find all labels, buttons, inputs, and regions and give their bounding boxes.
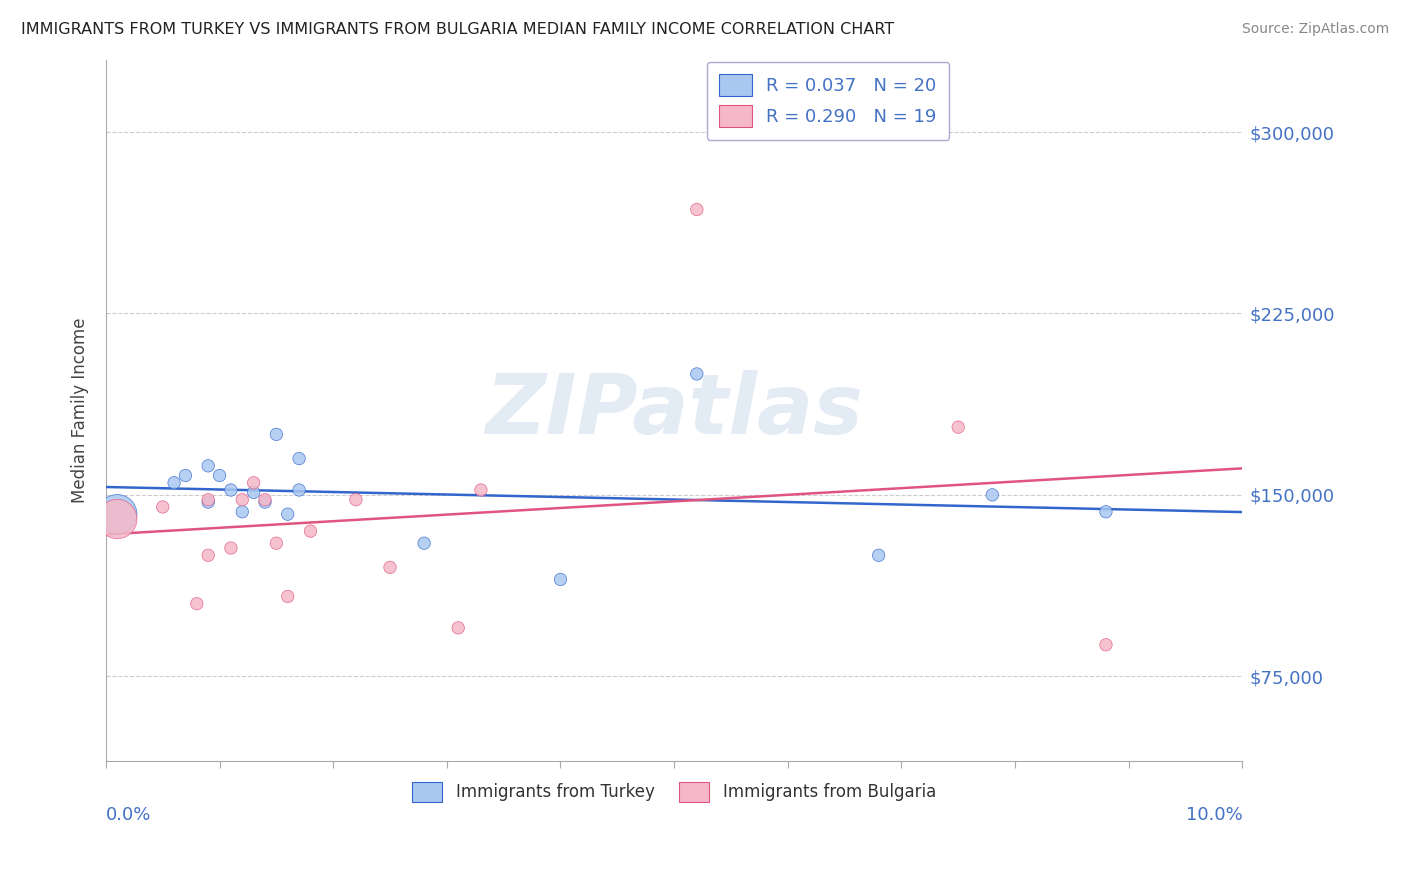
Point bbox=[105, 507, 128, 521]
Point bbox=[277, 507, 299, 521]
Point bbox=[231, 505, 253, 519]
Y-axis label: Median Family Income: Median Family Income bbox=[72, 318, 89, 503]
Text: IMMIGRANTS FROM TURKEY VS IMMIGRANTS FROM BULGARIA MEDIAN FAMILY INCOME CORRELAT: IMMIGRANTS FROM TURKEY VS IMMIGRANTS FRO… bbox=[21, 22, 894, 37]
Point bbox=[186, 597, 208, 611]
Point bbox=[219, 541, 242, 555]
Point bbox=[1095, 505, 1118, 519]
Point bbox=[163, 475, 186, 490]
Point bbox=[197, 495, 219, 509]
Point bbox=[197, 458, 219, 473]
Point bbox=[266, 427, 288, 442]
Point bbox=[981, 488, 1004, 502]
Point bbox=[253, 495, 276, 509]
Text: ZIPatlas: ZIPatlas bbox=[485, 369, 863, 450]
Point bbox=[105, 512, 128, 526]
Point bbox=[299, 524, 322, 538]
Legend: Immigrants from Turkey, Immigrants from Bulgaria: Immigrants from Turkey, Immigrants from … bbox=[405, 775, 942, 809]
Point bbox=[686, 202, 709, 217]
Point bbox=[242, 485, 264, 500]
Point bbox=[219, 483, 242, 497]
Point bbox=[197, 492, 219, 507]
Point bbox=[231, 492, 253, 507]
Text: 0.0%: 0.0% bbox=[105, 806, 152, 824]
Text: 10.0%: 10.0% bbox=[1185, 806, 1243, 824]
Point bbox=[1095, 638, 1118, 652]
Point bbox=[152, 500, 174, 514]
Point bbox=[288, 483, 311, 497]
Point bbox=[197, 549, 219, 563]
Point bbox=[413, 536, 436, 550]
Point bbox=[344, 492, 367, 507]
Point bbox=[447, 621, 470, 635]
Point bbox=[948, 420, 970, 434]
Point bbox=[288, 451, 311, 466]
Point bbox=[550, 573, 572, 587]
Point bbox=[470, 483, 492, 497]
Point bbox=[277, 590, 299, 604]
Point bbox=[378, 560, 401, 574]
Point bbox=[253, 492, 276, 507]
Point bbox=[174, 468, 197, 483]
Text: Source: ZipAtlas.com: Source: ZipAtlas.com bbox=[1241, 22, 1389, 37]
Point bbox=[242, 475, 264, 490]
Point bbox=[266, 536, 288, 550]
Point bbox=[686, 367, 709, 381]
Point bbox=[208, 468, 231, 483]
Point bbox=[868, 549, 890, 563]
